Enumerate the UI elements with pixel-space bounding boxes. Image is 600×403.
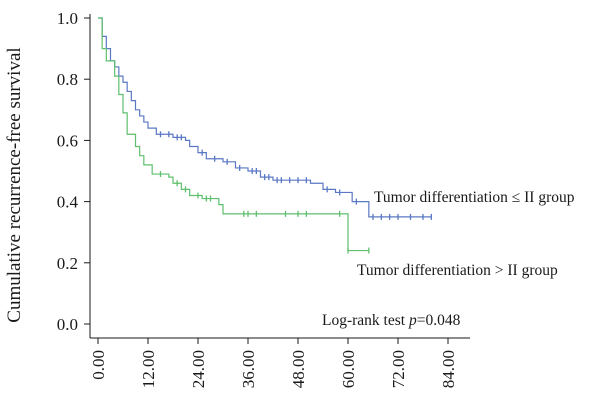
survival-curve [98,17,369,252]
y-ticks: 0.0 0.2 0.4 0.6 0.8 1.0 [57,9,90,334]
log-rank-annotation: Log-rank test p=0.048 [322,312,461,329]
y-tick-label: 0.8 [57,70,78,89]
x-tick-label: 84.00 [439,350,458,388]
x-tick-label: 24.00 [189,350,208,388]
series-label-low-grade: Tumor differentiation ≤ II group [374,189,575,206]
x-tick-label: 60.00 [339,350,358,388]
series-group [98,17,370,254]
x-tick-label: 36.00 [239,350,258,388]
x-ticks: 0.00 12.00 24.00 36.00 48.00 60.00 72.00 84.00 [89,338,458,388]
y-tick-label: 0.2 [57,254,78,273]
y-tick-label: 0.4 [57,193,79,212]
log-rank-prefix: Log-rank test [322,312,409,329]
x-tick-label: 12.00 [139,350,158,388]
survival-curve [98,17,432,218]
x-tick-label: 72.00 [389,350,408,388]
y-axis: 0.0 0.2 0.4 0.6 0.8 1.0 [57,9,91,338]
y-tick-label: 1.0 [57,9,78,28]
series-group [98,17,432,220]
series-layer [98,17,432,254]
x-axis: 0.00 12.00 24.00 36.00 48.00 60.00 72.00 84.00 [89,337,470,388]
p-value: =0.048 [417,312,461,329]
p-symbol: p [408,312,417,329]
y-tick-label: 0.6 [57,131,78,150]
y-tick-label: 0.0 [57,315,78,334]
y-axis-title: Cumulative recurrence-free survival [4,47,25,322]
series-label-high-grade: Tumor differentiation > II group [357,262,558,279]
x-tick-label: 0.00 [89,350,108,380]
x-tick-label: 48.00 [289,350,308,388]
